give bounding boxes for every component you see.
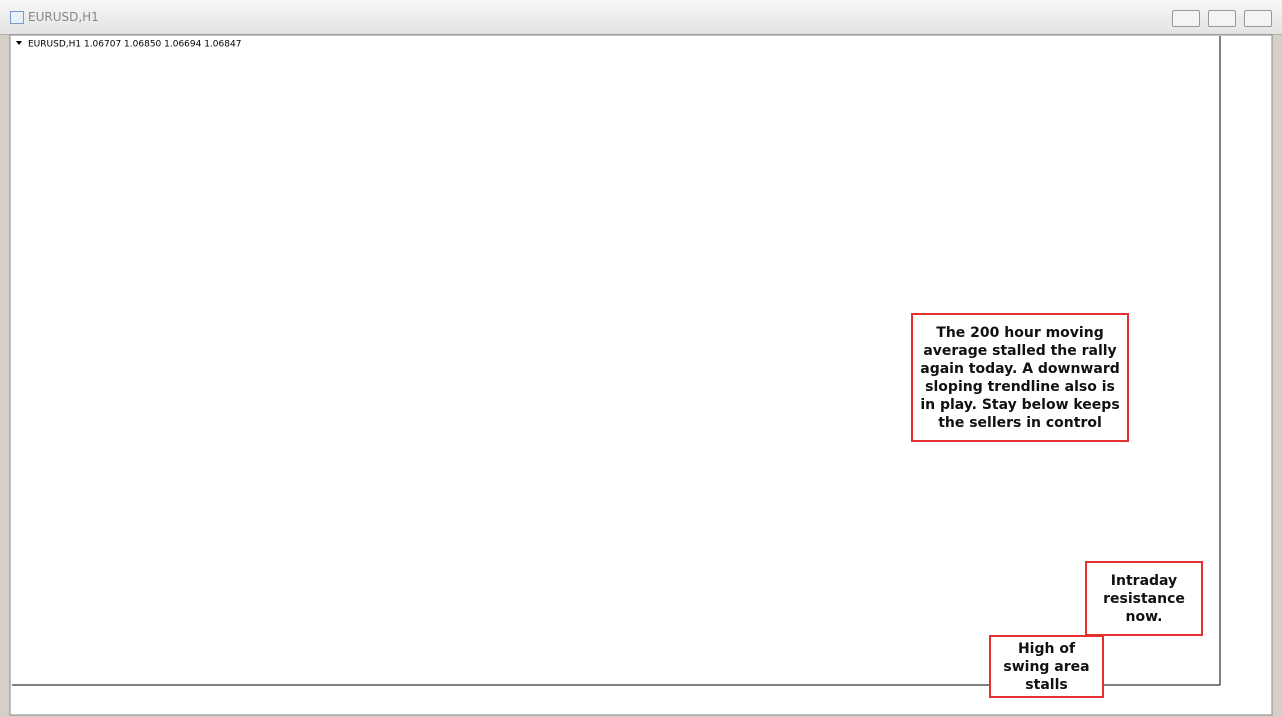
chart-header: EURUSD,H1 1.06707 1.06850 1.06694 1.0684…: [28, 40, 241, 50]
maximize-button[interactable]: [1208, 10, 1236, 27]
annotation: The 200 hour moving average stalled the …: [911, 313, 1129, 442]
minimize-button[interactable]: [1172, 10, 1200, 27]
annotation: Intraday resistance now.: [1085, 561, 1203, 636]
annotation: High of swing area stalls: [989, 635, 1104, 698]
window-title: EURUSD,H1: [28, 10, 99, 24]
window-icon: [10, 11, 24, 24]
header-arrow: [16, 41, 22, 45]
title-bar: EURUSD,H1: [0, 0, 1282, 35]
close-button[interactable]: [1244, 10, 1272, 27]
